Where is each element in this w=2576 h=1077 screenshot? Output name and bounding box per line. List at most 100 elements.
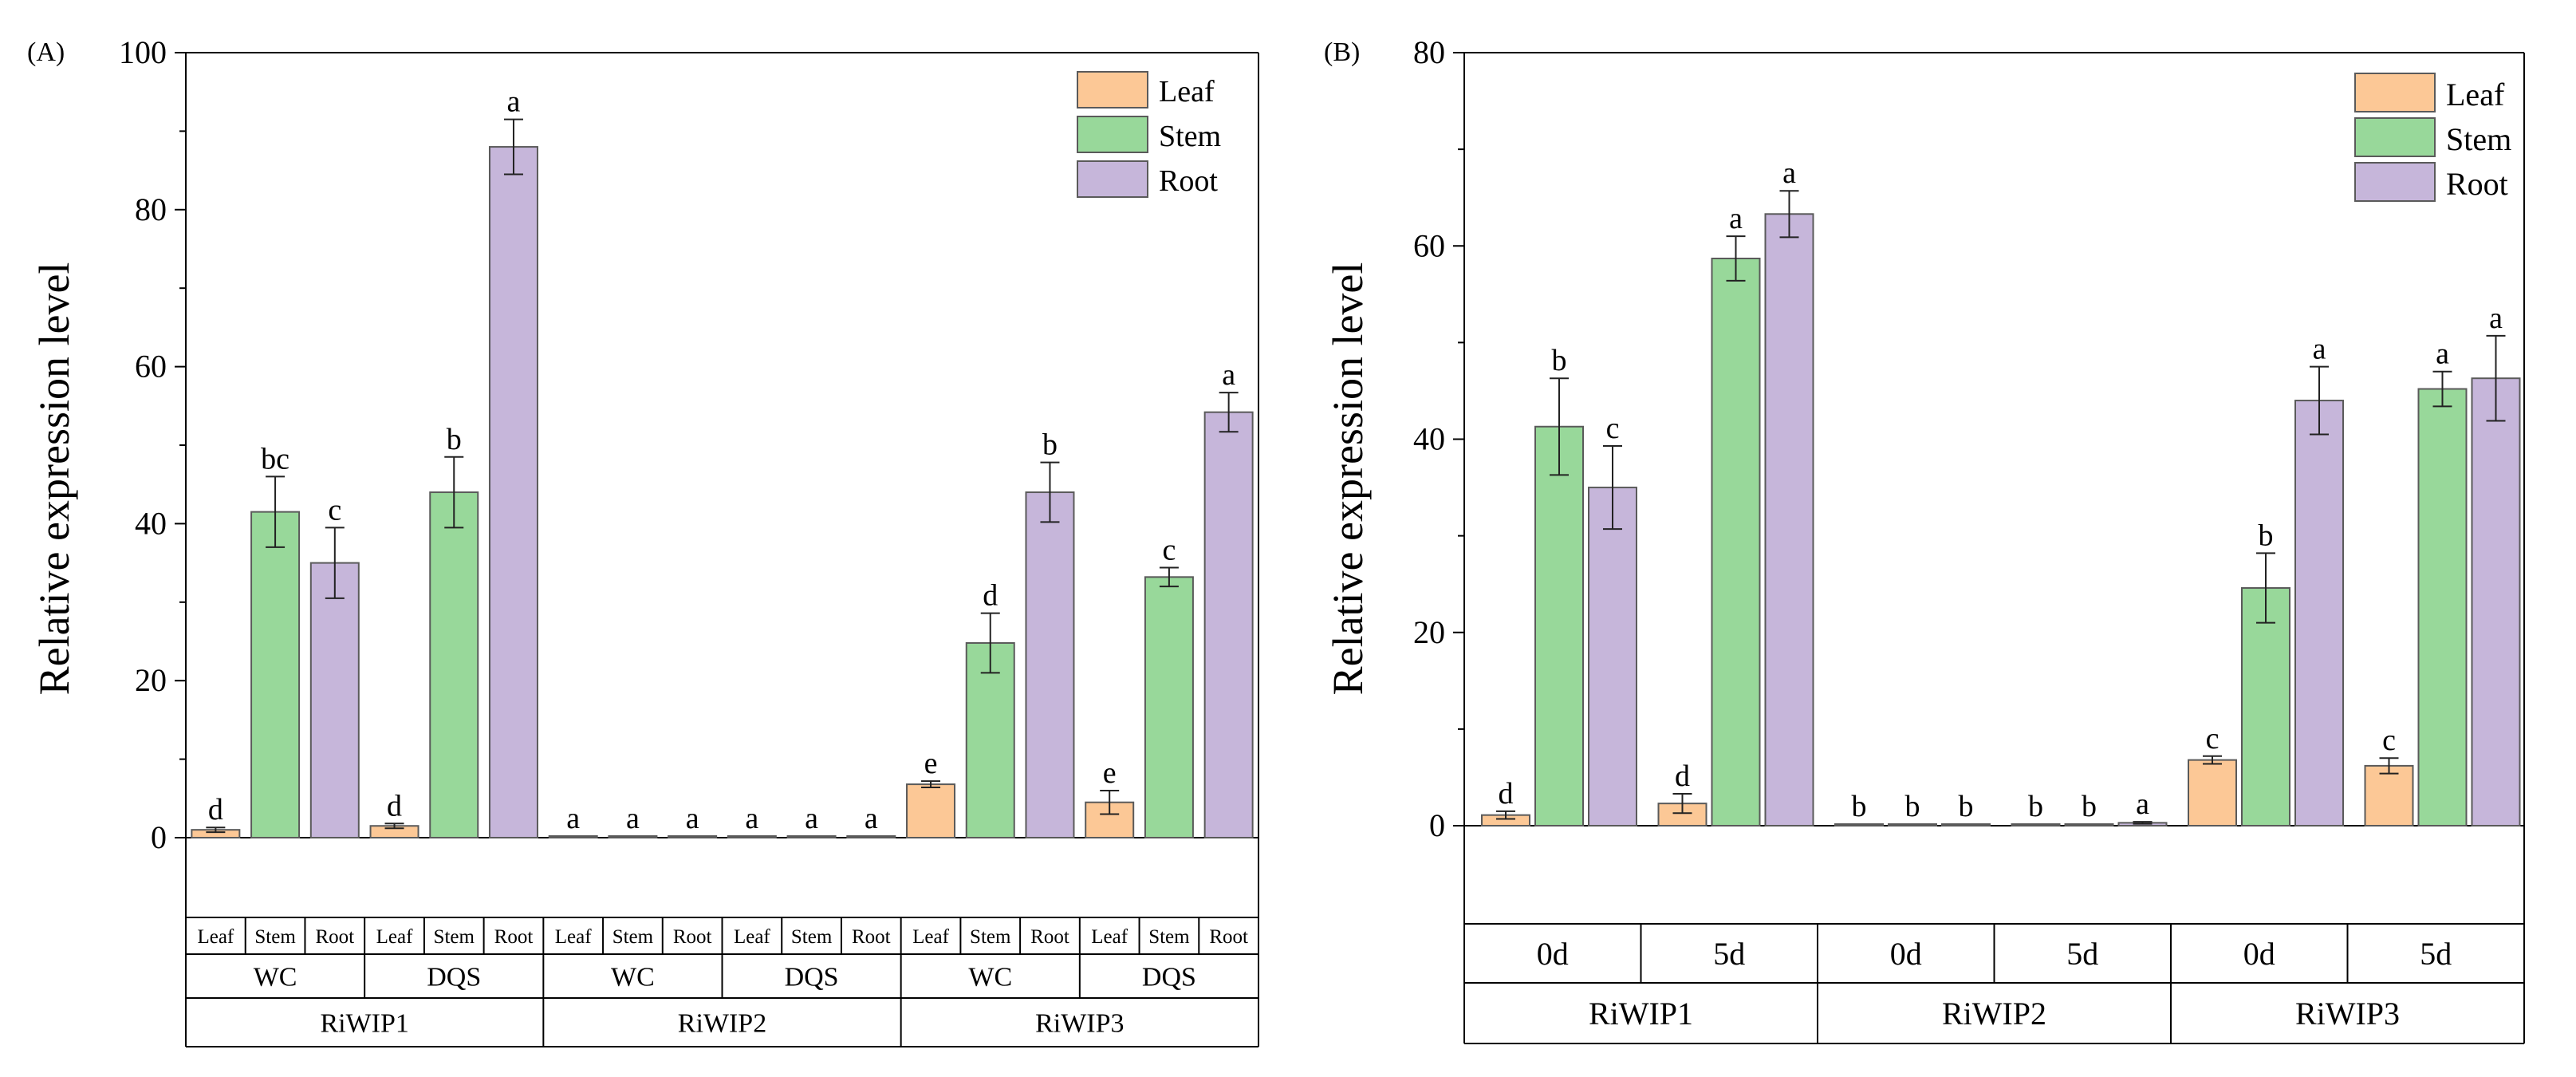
tissue-label: Root <box>494 926 534 948</box>
significance-letter: a <box>1782 156 1796 190</box>
tissue-label: Stem <box>970 926 1011 948</box>
panel-label: (B) <box>1324 37 1360 67</box>
y-tick-label: 80 <box>1413 34 1445 70</box>
bar-riwip1-5d-stem <box>1711 257 1761 826</box>
bar-riwip3-wc-stem <box>965 641 1015 839</box>
condition-label: 0d <box>1890 936 1922 972</box>
bar-riwip2-wc-leaf <box>548 835 598 838</box>
significance-letter: a <box>2436 337 2449 371</box>
condition-label: 0d <box>2243 936 2275 972</box>
condition-label: WC <box>254 962 297 992</box>
significance-letter: b <box>1905 790 1920 823</box>
bar-riwip2-wc-root <box>668 835 718 838</box>
panel-label: (A) <box>27 37 65 67</box>
y-tick-label: 60 <box>135 349 167 385</box>
bar-riwip1-0d-stem <box>1534 425 1584 826</box>
tissue-label: Root <box>852 926 891 948</box>
bar-riwip1-wc-stem <box>250 511 301 838</box>
tissue-label: Root <box>1209 926 1248 948</box>
bar-riwip2-wc-stem <box>608 835 658 838</box>
condition-label: 5d <box>1713 936 1745 972</box>
legend-label-stem: Stem <box>2446 121 2511 157</box>
bar-riwip2-0d-leaf <box>1834 823 1884 826</box>
bar-riwip3-0d-leaf <box>2188 759 2237 827</box>
legend-swatch-root <box>2354 162 2436 202</box>
bar-riwip3-0d-root <box>2294 400 2344 826</box>
significance-letter: d <box>208 793 223 826</box>
significance-letter: a <box>805 802 818 835</box>
legend-swatch-stem <box>1077 116 1148 153</box>
legend-swatch-stem <box>2354 117 2436 157</box>
condition-label: WC <box>968 962 1012 992</box>
significance-letter: a <box>1729 202 1743 235</box>
tissue-label: Leaf <box>734 926 770 948</box>
y-tick-label: 100 <box>119 34 167 70</box>
significance-letter: b <box>1552 344 1567 377</box>
group-label: RiWIP1 <box>320 1008 408 1038</box>
group-label: RiWIP1 <box>1589 996 1693 1032</box>
bar-riwip2-5d-stem <box>2064 823 2114 826</box>
bar-riwip3-dqs-stem <box>1144 576 1194 838</box>
significance-letter: e <box>924 747 938 780</box>
significance-letter: c <box>2382 724 2396 757</box>
condition-label: WC <box>611 962 655 992</box>
significance-letter: c <box>328 493 341 527</box>
y-tick-label: 0 <box>1429 807 1445 843</box>
y-tick-label: 60 <box>1413 227 1445 263</box>
y-tick-label: 20 <box>135 662 167 698</box>
y-tick-label: 40 <box>1413 421 1445 457</box>
bar-riwip3-5d-root <box>2471 377 2521 827</box>
significance-letter: b <box>2028 790 2043 823</box>
legend-swatch-leaf <box>1077 71 1148 108</box>
tissue-label: Stem <box>791 926 833 948</box>
significance-letter: c <box>2206 722 2220 755</box>
tissue-label: Root <box>315 926 354 948</box>
group-label: RiWIP2 <box>1942 996 2046 1032</box>
legend-label-leaf: Leaf <box>1159 75 1215 108</box>
y-tick-label: 80 <box>135 191 167 227</box>
condition-label: 5d <box>2066 936 2098 972</box>
tissue-label: Root <box>673 926 712 948</box>
bar-riwip2-dqs-root <box>846 835 896 838</box>
significance-letter: d <box>1499 777 1514 811</box>
condition-label: DQS <box>785 962 839 992</box>
significance-letter: b <box>1042 428 1058 462</box>
bar-riwip1-wc-root <box>309 562 360 838</box>
bar-riwip2-dqs-leaf <box>727 835 777 838</box>
condition-label: 0d <box>1537 936 1569 972</box>
group-label: RiWIP3 <box>1035 1008 1124 1038</box>
bar-riwip3-0d-stem <box>2241 587 2290 826</box>
significance-letter: a <box>507 85 521 119</box>
significance-letter: b <box>2259 519 2274 552</box>
legend-label-stem: Stem <box>1159 120 1221 153</box>
condition-label: DQS <box>1142 962 1196 992</box>
bar-riwip2-0d-root <box>1941 823 1991 826</box>
bar-riwip3-5d-leaf <box>2364 764 2414 827</box>
significance-letter: b <box>1959 790 1974 823</box>
significance-letter: a <box>626 802 640 835</box>
legend-swatch-root <box>1077 160 1148 198</box>
legend-label-root: Root <box>2446 166 2508 202</box>
significance-letter: a <box>2136 787 2149 821</box>
tissue-label: Leaf <box>555 926 592 948</box>
tissue-label: Stem <box>434 926 475 948</box>
tissue-label: Leaf <box>912 926 949 948</box>
bar-riwip1-0d-root <box>1588 487 1637 826</box>
significance-letter: d <box>983 579 998 613</box>
tissue-label: Leaf <box>1091 926 1128 948</box>
y-tick-label: 0 <box>151 819 167 855</box>
tissue-label: Stem <box>1148 926 1190 948</box>
significance-letter: d <box>1675 759 1690 793</box>
tissue-label: Leaf <box>376 926 413 948</box>
bar-riwip3-5d-stem <box>2417 388 2468 826</box>
significance-letter: a <box>745 802 758 835</box>
bar-riwip2-dqs-stem <box>786 835 837 838</box>
bar-riwip2-5d-leaf <box>2011 823 2061 826</box>
significance-letter: bc <box>261 442 290 475</box>
bar-riwip3-dqs-root <box>1203 411 1254 838</box>
significance-letter: a <box>1222 358 1235 392</box>
bar-riwip1-5d-root <box>1764 213 1814 826</box>
panel-b: (B) 0 20 40 60 80 Relative expression level Lea… <box>1324 34 2525 1044</box>
group-label: RiWIP2 <box>678 1008 766 1038</box>
significance-letter: e <box>1103 756 1117 790</box>
